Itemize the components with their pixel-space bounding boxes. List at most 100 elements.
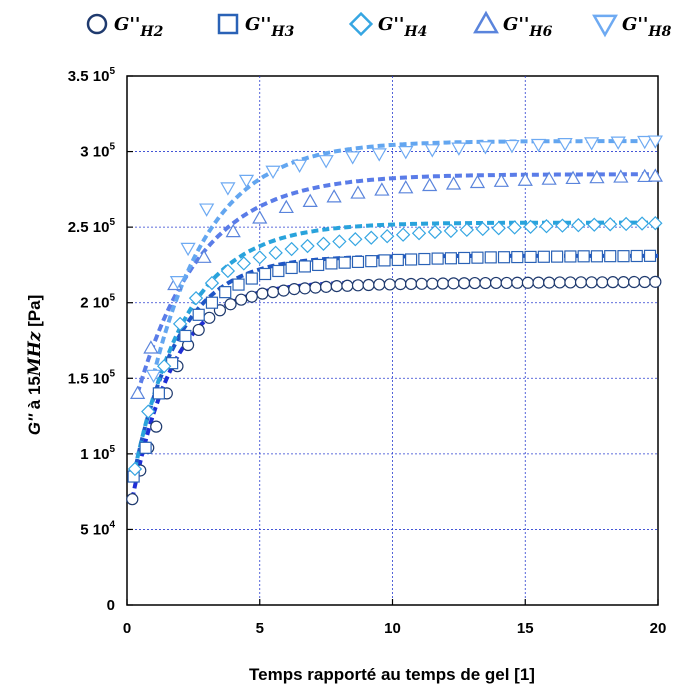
data-point <box>458 277 471 290</box>
data-point <box>318 155 334 169</box>
data-point <box>188 291 204 306</box>
data-point <box>638 275 651 289</box>
data-point <box>265 165 281 180</box>
data-point <box>469 174 486 189</box>
data-point <box>380 229 395 244</box>
circle-icon <box>86 13 108 35</box>
data-point <box>204 275 220 291</box>
data-point <box>398 180 414 194</box>
legend-label: G''H6 <box>503 14 553 40</box>
data-point <box>511 276 524 289</box>
y-axis-ticks: 0 5 104 1 105 1.5 105 2 105 2.5 105 3 105 3.5 1… <box>68 66 116 614</box>
data-point <box>577 250 590 263</box>
data-point <box>521 276 535 289</box>
data-point <box>477 141 494 155</box>
data-point <box>557 138 573 152</box>
data-point <box>411 226 427 241</box>
data-point <box>205 296 219 309</box>
data-point <box>630 249 643 263</box>
data-point <box>300 238 315 254</box>
data-point <box>553 276 566 289</box>
data-point <box>603 217 618 232</box>
data-point <box>238 174 255 189</box>
data-point <box>345 151 361 165</box>
data-point <box>589 169 605 184</box>
y-tick-label: 0 <box>107 597 115 614</box>
series-points-H2 <box>126 275 662 506</box>
data-point <box>489 276 503 290</box>
data-point <box>564 250 577 263</box>
data-point <box>302 193 318 207</box>
data-point <box>398 146 414 160</box>
y-tick-label: 2.5 105 <box>68 217 116 236</box>
y-tick-label: 3 105 <box>80 142 115 161</box>
data-point <box>179 329 192 343</box>
data-point <box>172 316 188 332</box>
data-point <box>332 234 347 249</box>
data-point <box>507 220 522 235</box>
data-point <box>180 242 196 257</box>
data-point <box>524 250 537 264</box>
data-point <box>493 173 509 187</box>
data-point <box>587 217 602 232</box>
data-point <box>341 279 354 292</box>
series-points-H3 <box>127 249 657 483</box>
data-point <box>326 189 342 203</box>
data-point <box>266 286 280 299</box>
data-point <box>648 216 663 231</box>
data-point <box>444 252 458 265</box>
legend-item-H3: G''H3 <box>217 13 295 40</box>
data-point <box>141 404 156 419</box>
x-tick-label: 5 <box>256 620 264 637</box>
data-point <box>312 258 325 272</box>
data-point <box>523 219 538 235</box>
y-axis-title-symbol: G'' <box>25 413 44 435</box>
legend-label: G''H2 <box>114 14 164 40</box>
data-point <box>637 135 653 150</box>
data-point <box>143 340 159 354</box>
data-point <box>288 283 301 296</box>
legend-label: G''H4 <box>378 14 427 40</box>
data-point <box>325 257 338 270</box>
data-point <box>150 420 163 433</box>
data-point <box>475 221 490 237</box>
data-point <box>447 277 460 290</box>
data-point <box>537 250 550 263</box>
data-point <box>129 385 146 399</box>
data-point <box>199 203 215 217</box>
y-axis-title-middle: à 15 <box>25 376 44 414</box>
legend-label: G''H3 <box>245 14 295 40</box>
data-point <box>348 232 363 247</box>
data-point <box>649 275 662 288</box>
y-tick-label: 5 104 <box>80 519 115 538</box>
data-point <box>517 172 533 186</box>
data-point <box>647 168 663 182</box>
legend: G''H2 G''H3 G''H4 G''H6 G''H8 <box>86 10 672 40</box>
data-point <box>458 251 471 265</box>
data-point <box>394 278 407 291</box>
data-point <box>459 222 475 238</box>
y-axis-title-unit: MHz <box>25 331 45 377</box>
data-point <box>551 250 564 263</box>
data-point <box>395 227 411 242</box>
data-point <box>479 276 492 290</box>
data-point <box>220 263 236 279</box>
legend-item-H2: G''H2 <box>86 13 164 40</box>
data-point <box>427 224 443 240</box>
x-tick-label: 0 <box>123 620 131 637</box>
data-point <box>422 177 438 192</box>
data-point <box>564 276 577 289</box>
data-point <box>443 223 459 239</box>
y-tick-label: 2 105 <box>80 293 115 312</box>
data-point <box>371 148 387 162</box>
data-point <box>245 290 258 303</box>
series-points-H8 <box>145 135 663 384</box>
data-point <box>192 308 205 321</box>
legend-item-H4: G''H4 <box>348 11 427 40</box>
legend-label: G''H8 <box>622 14 672 40</box>
data-point <box>511 250 524 264</box>
y-axis-title: G'' à 15MHz [Pa] <box>25 295 45 436</box>
data-point <box>617 276 630 289</box>
series-points-H4 <box>127 216 663 477</box>
data-point <box>585 276 598 289</box>
